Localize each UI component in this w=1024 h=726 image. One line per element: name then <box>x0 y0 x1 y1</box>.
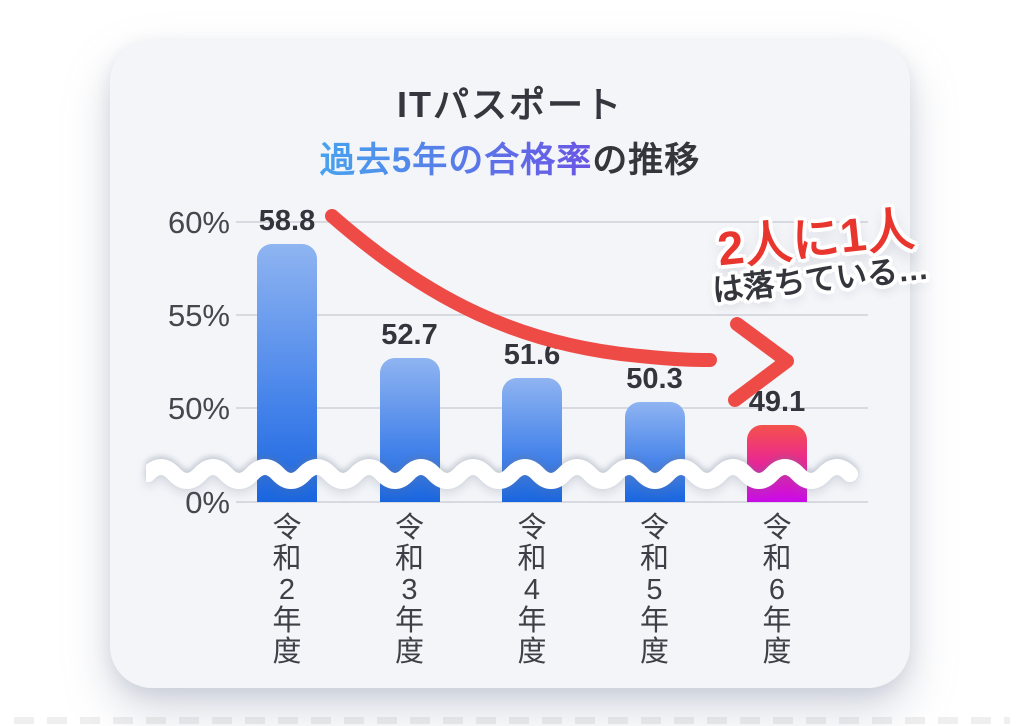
x-axis-label-char: 度 <box>517 636 547 668</box>
subtitle-highlight: 過去5年の合格率 <box>319 141 593 180</box>
x-axis-label-char: 4 <box>523 574 541 606</box>
chart-title: ITパスポート <box>397 84 623 125</box>
y-axis-tick-label: 0% <box>185 485 230 520</box>
bar <box>257 244 317 502</box>
y-axis-tick-label: 50% <box>167 391 230 426</box>
x-axis-label-char: 度 <box>272 636 302 668</box>
x-axis-label-char: 2 <box>278 574 296 606</box>
x-axis-label-char: 令 <box>272 512 302 544</box>
axis-break-wave <box>146 459 858 489</box>
x-axis-label-char: 年 <box>517 605 547 637</box>
cropped-bottom-row <box>14 717 1010 724</box>
x-axis-label-char: 度 <box>639 636 669 668</box>
x-axis-label-char: 年 <box>272 605 302 637</box>
x-axis-label-char: 和 <box>517 543 547 575</box>
x-axis-label-char: 令 <box>517 512 547 544</box>
gridline <box>236 314 868 316</box>
bar-value-label: 58.8 <box>258 205 316 238</box>
bar-value-label: 49.1 <box>748 385 806 418</box>
x-axis-label-char: 年 <box>639 605 669 637</box>
x-axis-label-char: 6 <box>768 574 786 606</box>
bar-value-label: 52.7 <box>381 318 438 351</box>
bar-value-label: 50.3 <box>626 363 683 396</box>
x-axis-label-char: 令 <box>639 512 669 544</box>
x-axis-label-char: 令 <box>394 512 424 544</box>
x-axis-label-char: 和 <box>394 543 424 575</box>
subtitle-rest: の推移 <box>592 141 701 180</box>
x-axis-label-char: 和 <box>639 543 669 575</box>
x-axis-label-char: 3 <box>401 574 418 606</box>
x-axis-label-char: 年 <box>394 605 424 637</box>
x-axis-label-char: 和 <box>272 543 302 575</box>
trend-arrow-icon <box>325 209 794 407</box>
gridline <box>236 501 868 503</box>
chart-subtitle: 過去5年の合格率の推移 <box>110 132 910 183</box>
x-axis-label-char: 度 <box>762 636 792 668</box>
y-axis-tick-label: 55% <box>167 298 230 333</box>
gridline <box>236 221 868 223</box>
x-axis-label-char: 度 <box>394 636 424 668</box>
x-axis-label-char: 年 <box>762 605 792 637</box>
x-axis-label-char: 5 <box>646 574 663 606</box>
x-axis-label-char: 和 <box>762 543 792 575</box>
x-axis-label-char: 令 <box>762 512 792 544</box>
y-axis-tick-label: 60% <box>167 205 230 240</box>
